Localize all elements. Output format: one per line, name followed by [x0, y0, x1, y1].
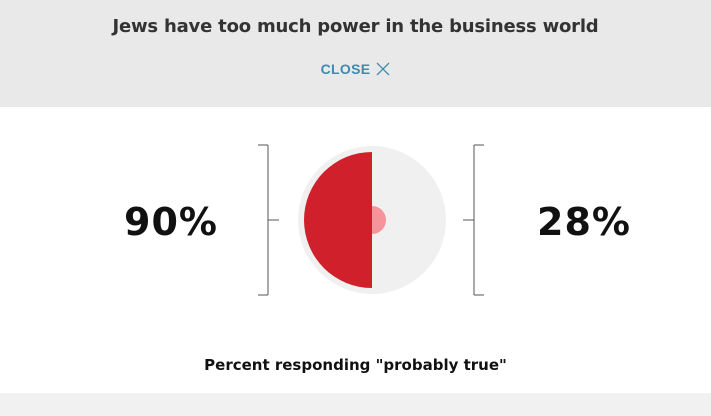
comparison-panel: 90% 28% Percent responding "probably tru… [0, 107, 711, 393]
right-percentage: 28% [537, 200, 631, 244]
comparison-graphic [258, 144, 484, 296]
left-half-circle [304, 152, 372, 288]
close-label: CLOSE [320, 61, 371, 77]
chart-caption: Percent responding "probably true" [204, 356, 507, 374]
left-percentage: 90% [124, 200, 218, 244]
header: Jews have too much power in the business… [0, 0, 711, 107]
page-title: Jews have too much power in the business… [112, 16, 599, 37]
right-half-circle [372, 205, 387, 235]
right-bracket [463, 144, 484, 296]
left-bracket [258, 144, 279, 296]
close-button[interactable]: CLOSE [0, 61, 711, 79]
close-x-icon [376, 62, 390, 76]
